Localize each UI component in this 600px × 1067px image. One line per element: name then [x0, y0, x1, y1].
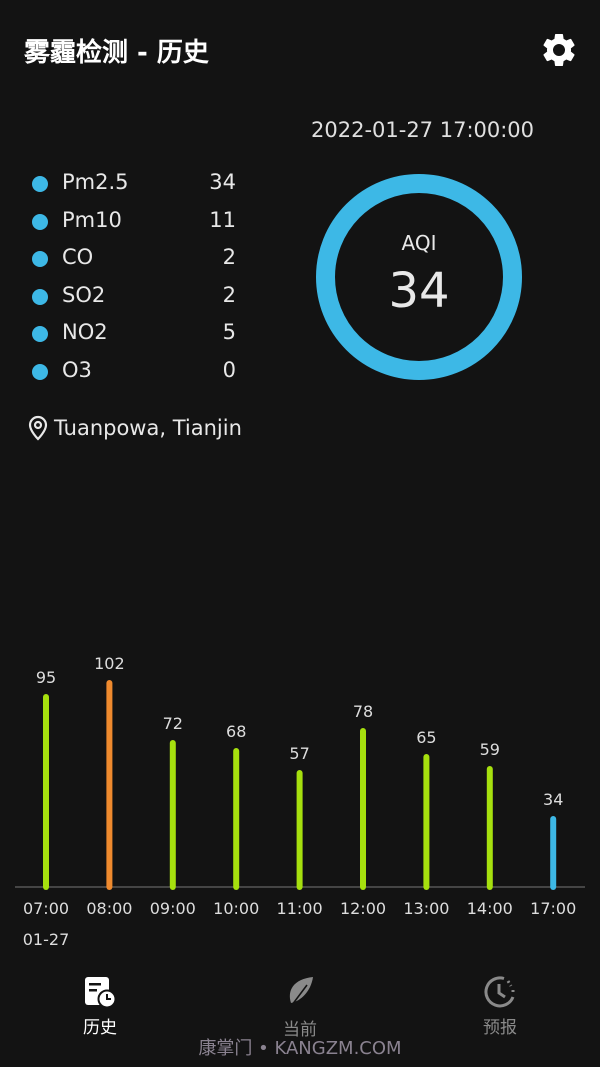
- x-tick-label: 08:00: [86, 899, 132, 918]
- pollutant-dot-icon: [32, 213, 48, 230]
- pollutant-name: CO: [62, 245, 94, 269]
- pollutant-value: 0: [222, 357, 236, 382]
- gear-icon[interactable]: [539, 30, 579, 70]
- location-pin-icon: [28, 415, 48, 441]
- pollutant-row: SO2 2: [32, 281, 242, 311]
- pollutant-value: 5: [222, 320, 236, 344]
- pollutant-row: Pm2.5 34: [32, 168, 242, 198]
- date-label: 01-27: [23, 930, 70, 949]
- aqi-value: 34: [388, 263, 450, 319]
- page-title: 雾霾检测 - 历史: [24, 38, 209, 68]
- nav-forecast-label: 预报: [483, 1018, 517, 1038]
- nav-history-label: 历史: [83, 1018, 117, 1038]
- aqi-history-chart: 95 07:00 102 08:00 72 09:00 68 10:00 57 11:00 78 12…: [15, 654, 585, 949]
- pollutant-value: 34: [209, 170, 236, 194]
- bar-value-label: 34: [543, 790, 563, 809]
- pollutant-dot-icon: [32, 326, 48, 342]
- x-tick-label: 12:00: [340, 899, 386, 918]
- pollutant-name: Pm10: [62, 207, 122, 232]
- leaf-icon: [288, 977, 313, 1010]
- aqi-ring: AQI 34: [316, 174, 522, 380]
- x-tick-label: 10:00: [213, 899, 259, 918]
- pollutant-dot-icon: [32, 363, 48, 380]
- bar-value-label: 57: [289, 744, 309, 763]
- pollutant-row: O3 0: [32, 356, 242, 386]
- x-tick-label: 14:00: [467, 899, 513, 918]
- pollutant-dot-icon: [32, 176, 48, 192]
- bar-value-label: 68: [226, 722, 246, 741]
- pollutant-name: NO2: [62, 320, 108, 344]
- bar-value-label: 65: [416, 728, 436, 747]
- forecast-clock-icon: [484, 976, 515, 1008]
- bar-value-label: 59: [480, 740, 500, 759]
- x-tick-label: 09:00: [150, 899, 196, 918]
- nav-history[interactable]: 历史: [40, 975, 160, 1038]
- watermark: 康掌门 • KANGZM.COM: [198, 1038, 402, 1059]
- nav-forecast[interactable]: 预报: [440, 975, 560, 1038]
- x-tick-label: 11:00: [277, 899, 323, 918]
- bar-value-label: 78: [353, 702, 373, 721]
- x-tick-label: 07:00: [23, 899, 69, 918]
- pollutant-name: Pm2.5: [62, 170, 129, 194]
- pollutant-row: CO 2: [32, 243, 242, 273]
- location: Tuanpowa, Tianjin: [26, 415, 242, 441]
- pollutant-value: 11: [209, 207, 236, 232]
- location-text: Tuanpowa, Tianjin: [54, 416, 242, 440]
- x-tick-label: 17:00: [530, 899, 576, 918]
- pollutant-dot-icon: [32, 251, 48, 267]
- pollutant-row: Pm10 11: [32, 206, 242, 236]
- x-tick-label: 13:00: [403, 899, 449, 918]
- pollutant-name: O3: [62, 357, 92, 382]
- pollutant-dot-icon: [32, 288, 48, 305]
- timestamp: 2022-01-27 17:00:00: [311, 118, 535, 142]
- pollutant-value: 2: [222, 282, 236, 307]
- nav-current-label: 当前: [283, 1020, 317, 1040]
- pollutant-value: 2: [222, 245, 236, 269]
- history-doc-icon: [85, 977, 117, 1009]
- bar-value-label: 102: [94, 654, 125, 673]
- bar-value-label: 72: [163, 714, 183, 733]
- aqi-label: AQI: [401, 231, 437, 255]
- pollutant-row: NO2 5: [32, 318, 242, 348]
- bar-value-label: 95: [36, 668, 56, 687]
- nav-current[interactable]: 当前: [240, 975, 360, 1040]
- pollutant-name: SO2: [62, 282, 106, 307]
